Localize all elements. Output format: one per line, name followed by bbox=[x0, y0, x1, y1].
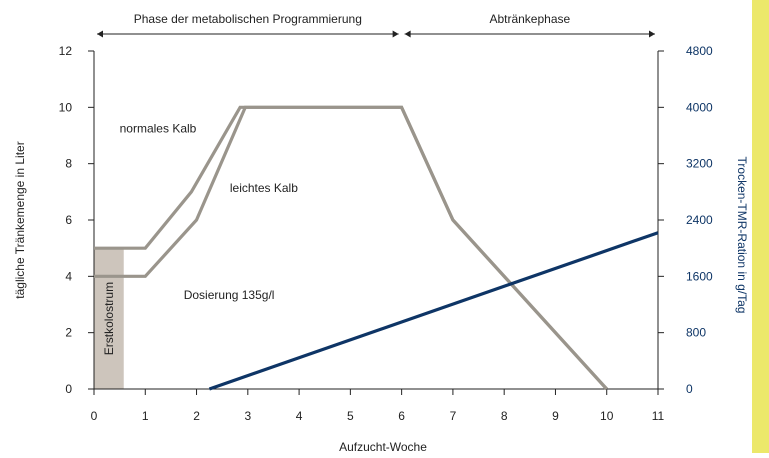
y2-tick-label: 800 bbox=[686, 326, 706, 340]
y2-tick-label: 4000 bbox=[686, 100, 713, 114]
x-tick-label: 7 bbox=[450, 409, 457, 423]
x-tick-label: 8 bbox=[501, 409, 508, 423]
series-line-2 bbox=[94, 105, 608, 391]
phase-arrow-head-right bbox=[649, 30, 655, 38]
y-tick-label: 0 bbox=[65, 382, 72, 396]
x-tick-label: 10 bbox=[600, 409, 614, 423]
phase-arrow-head-right bbox=[392, 30, 399, 38]
x-tick-label: 11 bbox=[652, 409, 665, 423]
phase-arrow-head-left bbox=[97, 30, 103, 38]
x-tick-label: 0 bbox=[91, 409, 98, 423]
colostrum-band bbox=[94, 248, 124, 389]
series-line-3 bbox=[208, 231, 659, 391]
y2-axis-label: Trocken-TMR-Ration in g/Tag bbox=[735, 157, 749, 314]
y-tick-label: 12 bbox=[59, 44, 73, 58]
series-annotation-1: normales Kalb bbox=[120, 122, 197, 136]
y2-tick-label: 3200 bbox=[686, 157, 713, 171]
phase-label-1: Phase der metabolischen Programmierung bbox=[134, 12, 362, 26]
x-tick-label: 3 bbox=[244, 409, 251, 423]
y-tick-label: 6 bbox=[65, 213, 72, 227]
y2-tick-label: 4800 bbox=[686, 44, 713, 58]
series-annotation-2: leichtes Kalb bbox=[230, 181, 298, 195]
y-tick-label: 10 bbox=[59, 100, 73, 114]
x-tick-label: 4 bbox=[296, 409, 303, 423]
series-annotation-3: Dosierung 135g/l bbox=[184, 288, 275, 302]
x-tick-label: 6 bbox=[398, 409, 405, 423]
y2-tick-label: 0 bbox=[686, 382, 693, 396]
phase-label-2: Abtränkephase bbox=[489, 12, 570, 26]
side-strip bbox=[752, 0, 769, 453]
x-tick-label: 5 bbox=[347, 409, 354, 423]
x-tick-label: 1 bbox=[142, 409, 149, 423]
y-axis-label: tägliche Tränkemenge in Liter bbox=[13, 141, 27, 298]
x-axis-label: Aufzucht-Woche bbox=[339, 440, 427, 453]
y2-tick-label: 2400 bbox=[686, 213, 713, 227]
x-tick-label: 2 bbox=[193, 409, 200, 423]
y2-tick-label: 1600 bbox=[686, 269, 713, 283]
colostrum-band-label: Erstkolostrum bbox=[102, 282, 116, 355]
phase-arrow-head-left bbox=[404, 30, 411, 38]
y-tick-label: 2 bbox=[65, 326, 72, 340]
y-tick-label: 8 bbox=[65, 157, 72, 171]
x-tick-label: 9 bbox=[552, 409, 559, 423]
y-tick-label: 4 bbox=[65, 269, 72, 283]
